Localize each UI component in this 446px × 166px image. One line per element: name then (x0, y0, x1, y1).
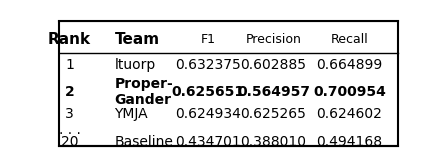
Text: Precision: Precision (246, 33, 301, 46)
Text: 0.494168: 0.494168 (317, 135, 383, 149)
Text: Proper-
Gander: Proper- Gander (115, 77, 173, 107)
Text: Team: Team (115, 32, 160, 47)
Text: 0.625265: 0.625265 (240, 107, 306, 121)
Text: 0.632375: 0.632375 (175, 58, 241, 72)
Text: 0.388010: 0.388010 (240, 135, 306, 149)
Text: 2: 2 (65, 85, 74, 99)
Text: Recall: Recall (330, 33, 368, 46)
Text: 0.602885: 0.602885 (240, 58, 306, 72)
Text: Baseline: Baseline (115, 135, 173, 149)
Text: 3: 3 (65, 107, 74, 121)
Text: . . .: . . . (58, 124, 81, 137)
Text: 1: 1 (65, 58, 74, 72)
Text: 0.664899: 0.664899 (316, 58, 383, 72)
Text: 0.624602: 0.624602 (317, 107, 383, 121)
Text: 0.434701: 0.434701 (175, 135, 241, 149)
Text: YMJA: YMJA (115, 107, 148, 121)
Text: Rank: Rank (48, 32, 91, 47)
Text: 0.625651: 0.625651 (171, 85, 244, 99)
Text: F1: F1 (200, 33, 215, 46)
Text: 0.624934: 0.624934 (175, 107, 241, 121)
Text: 20: 20 (61, 135, 78, 149)
Text: 0.564957: 0.564957 (237, 85, 310, 99)
Text: 0.700954: 0.700954 (313, 85, 386, 99)
Text: ltuorp: ltuorp (115, 58, 156, 72)
